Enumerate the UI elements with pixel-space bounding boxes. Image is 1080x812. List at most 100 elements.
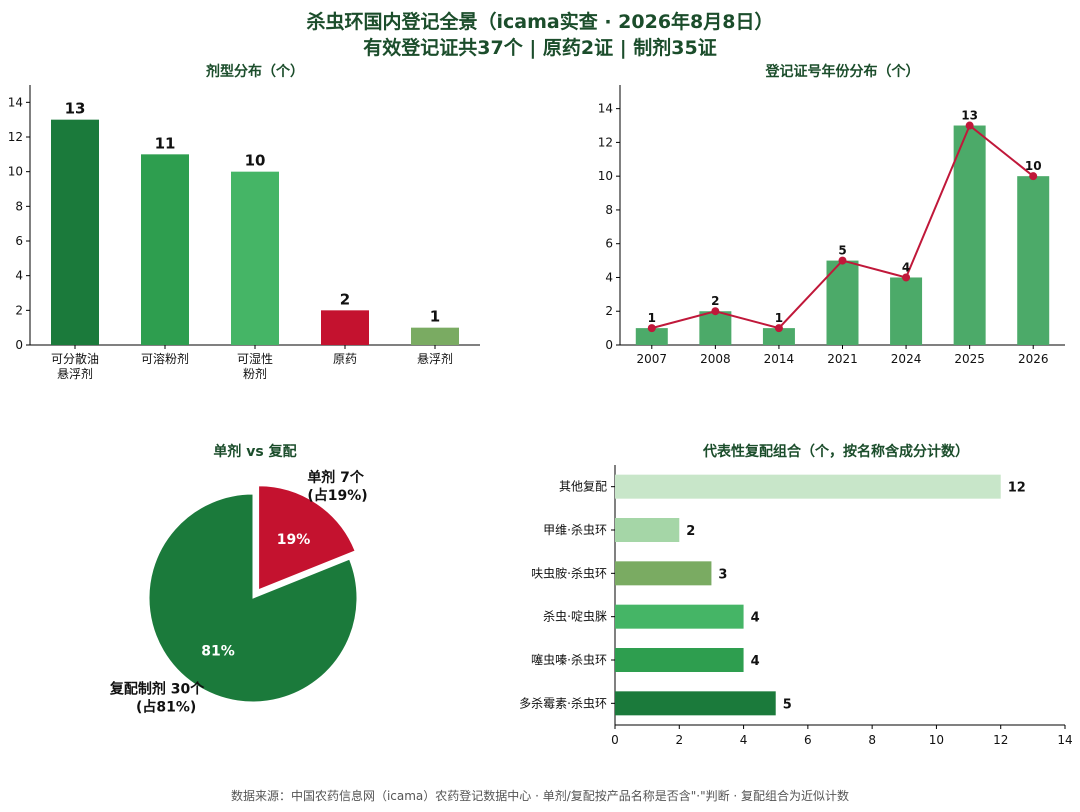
chart4-y-tick-label: 甲维·杀虫环	[543, 522, 607, 537]
chart1-x-tick-label: 悬浮剂	[417, 351, 453, 366]
chart4-bar	[615, 518, 680, 542]
chart2-y-tick-label: 4	[605, 270, 613, 284]
chart4-y-tick-label: 噻虫嗪·杀虫环	[531, 652, 607, 667]
chart2-bar	[762, 328, 795, 345]
chart1-y-tick-label: 0	[15, 338, 23, 352]
chart1-y-tick-label: 10	[8, 165, 23, 179]
chart2-x-tick-label: 2021	[827, 352, 858, 366]
chart3-outer-label: 复配制剂 30个	[109, 681, 205, 698]
chart1-y-tick-label: 12	[8, 130, 23, 144]
chart2-x-tick-label: 2024	[891, 352, 922, 366]
chart2-x-tick-label: 2014	[764, 352, 795, 366]
chart1-data-label: 1	[430, 308, 440, 326]
chart4-y-tick-label: 多杀霉素·杀虫环	[519, 695, 607, 710]
chart3-pct-label: 19%	[277, 532, 311, 548]
chart1-data-label: 11	[155, 134, 176, 152]
chart1-bar	[141, 154, 189, 345]
chart1-bar	[51, 119, 99, 346]
chart4-x-tick-label: 4	[740, 733, 748, 747]
chart3-outer-label-pct: (占19%)	[307, 487, 367, 504]
chart2-data-label: 10	[1025, 159, 1042, 173]
chart2-line-point	[711, 307, 720, 316]
chart2-y-tick-label: 6	[605, 237, 613, 251]
chart1-y-tick-label: 8	[15, 199, 23, 213]
chart2-x-tick-label: 2025	[954, 352, 985, 366]
chart1-y-tick-label: 2	[15, 303, 23, 317]
chart3-outer-label: 单剂 7个	[307, 469, 365, 486]
chart2-bar	[635, 328, 668, 345]
chart1-x-tick-label: 粉剂	[243, 366, 267, 381]
chart2-data-label: 1	[775, 311, 783, 325]
chart4-data-label: 12	[1008, 481, 1026, 496]
chart2-y-tick-label: 2	[605, 304, 613, 318]
chart2-data-label: 13	[961, 109, 978, 123]
chart4-x-tick-label: 8	[868, 733, 876, 747]
chart1-x-tick-label: 原药	[333, 352, 357, 366]
chart2-data-label: 1	[648, 311, 656, 325]
chart1-bar	[411, 327, 459, 345]
chart4-y-tick-label: 杀虫·啶虫脒	[543, 609, 607, 624]
chart2-line-point	[774, 324, 783, 333]
chart1-bar	[231, 171, 279, 345]
chart4-y-tick-label: 其他复配	[559, 480, 607, 494]
chart2-line-point	[902, 273, 911, 282]
chart3-outer-label-pct: (占81%)	[136, 699, 196, 716]
chart3-slice	[148, 493, 358, 703]
chart2-x-tick-label: 2007	[637, 352, 668, 366]
chart4-x-tick-label: 10	[929, 733, 944, 747]
chart1-data-label: 10	[245, 152, 266, 170]
chart4-x-tick-label: 12	[993, 733, 1008, 747]
chart4-bar	[615, 561, 712, 586]
chart4-y-tick-label: 呋虫胺·杀虫环	[531, 565, 607, 580]
main-title: 杀虫环国内登记全景（icama实查 · 2026年8月8日）	[306, 11, 774, 33]
chart4-bar	[615, 691, 776, 716]
chart4-title: 代表性复配组合（个，按名称含成分计数）	[702, 443, 969, 460]
chart2-y-tick-label: 14	[598, 102, 613, 116]
chart1-x-tick-label: 悬浮剂	[57, 366, 93, 381]
chart3-slice	[258, 485, 356, 591]
chart3-pct-label: 81%	[201, 644, 235, 660]
chart4-data-label: 5	[783, 697, 792, 712]
chart4-bar	[615, 474, 1001, 499]
chart2-data-label: 4	[902, 260, 910, 274]
chart2-line-point	[838, 256, 847, 265]
chart1-bar	[321, 310, 369, 345]
chart4-x-tick-label: 2	[675, 733, 683, 747]
chart2-y-tick-label: 8	[605, 203, 613, 217]
chart1-y-tick-label: 6	[15, 234, 23, 248]
chart4-x-tick-label: 14	[1057, 733, 1072, 747]
chart4-data-label: 4	[751, 654, 760, 669]
chart1-y-tick-label: 4	[15, 269, 23, 283]
chart1-x-tick-label: 可湿性	[237, 351, 273, 366]
chart2-y-tick-label: 0	[605, 338, 613, 352]
main-subtitle: 有效登记证共37个 | 原药2证 | 制剂35证	[363, 37, 717, 59]
chart2-data-label: 2	[711, 294, 719, 308]
chart2-bar	[826, 260, 859, 345]
chart2-x-tick-label: 2008	[700, 352, 731, 366]
chart2-title: 登记证号年份分布（个）	[765, 63, 920, 80]
chart4-x-tick-label: 0	[611, 733, 619, 747]
chart2-line-point	[965, 121, 974, 130]
chart2-data-label: 5	[838, 244, 846, 258]
chart2-bar	[1017, 176, 1050, 345]
chart1-x-tick-label: 可溶粉剂	[141, 351, 189, 366]
chart2-x-tick-label: 2026	[1018, 352, 1049, 366]
chart2-bar	[699, 311, 732, 345]
chart2-y-tick-label: 12	[598, 135, 613, 149]
chart1-y-tick-label: 14	[8, 95, 23, 109]
chart4-x-tick-label: 6	[804, 733, 812, 747]
chart2-line-point	[647, 324, 656, 333]
footer-source-note: 数据来源：中国农药信息网（icama）农药登记数据中心 · 单剂/复配按产品名称…	[230, 789, 850, 803]
chart1-title: 剂型分布（个）	[206, 63, 304, 80]
chart1-x-tick-label: 可分散油	[51, 351, 99, 366]
chart2-bar	[890, 277, 923, 345]
chart4-bar	[615, 604, 744, 629]
chart4-data-label: 4	[751, 611, 760, 626]
chart1-data-label: 13	[65, 100, 86, 118]
chart2-y-tick-label: 10	[598, 169, 613, 183]
chart2-bar	[953, 125, 986, 346]
chart3-title: 单剂 vs 复配	[213, 443, 296, 460]
chart2-line-point	[1029, 172, 1038, 181]
chart1-data-label: 2	[340, 290, 350, 308]
chart4-bar	[615, 648, 744, 672]
